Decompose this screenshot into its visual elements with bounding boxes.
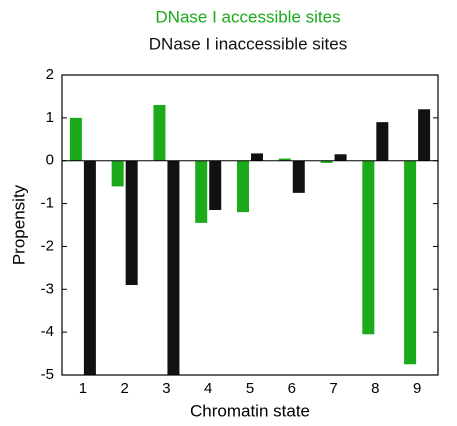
bar <box>111 160 124 187</box>
y-tick-label: -2 <box>41 237 54 254</box>
bar <box>209 160 222 210</box>
bar <box>292 160 305 193</box>
x-tick-label: 9 <box>413 380 421 397</box>
y-tick-label: -4 <box>41 323 54 340</box>
y-tick-label: -1 <box>41 195 54 212</box>
y-tick-label: -5 <box>41 366 54 383</box>
y-tick-label: -3 <box>41 280 54 297</box>
bar <box>334 154 347 161</box>
y-axis-label: Propensity <box>9 184 28 265</box>
y-tick-label: 2 <box>46 66 54 83</box>
bar <box>69 117 82 161</box>
legend-entry: DNase I inaccessible sites <box>149 34 347 53</box>
x-axis-label: Chromatin state <box>190 401 310 420</box>
bar <box>83 160 96 375</box>
y-tick-label: 0 <box>46 152 54 169</box>
y-tick-label: 1 <box>46 109 54 126</box>
bar <box>195 160 208 223</box>
x-tick-label: 1 <box>79 380 87 397</box>
bar <box>278 158 291 161</box>
x-tick-label: 5 <box>246 380 254 397</box>
bar <box>376 122 389 161</box>
bar <box>418 109 431 161</box>
x-tick-label: 6 <box>288 380 296 397</box>
bar <box>251 153 263 161</box>
x-tick-label: 4 <box>204 380 212 397</box>
x-tick-label: 8 <box>371 380 379 397</box>
plot-frame <box>61 74 439 376</box>
bar <box>237 160 249 213</box>
x-tick-label: 7 <box>329 380 337 397</box>
bar <box>404 160 417 365</box>
x-tick-label: 2 <box>120 380 128 397</box>
legend-entry: DNase I accessible sites <box>155 7 340 26</box>
bar <box>125 160 138 285</box>
bar <box>320 160 333 163</box>
bar <box>153 105 166 161</box>
bar <box>362 160 375 335</box>
x-tick-label: 3 <box>162 380 170 397</box>
bar <box>167 160 180 375</box>
